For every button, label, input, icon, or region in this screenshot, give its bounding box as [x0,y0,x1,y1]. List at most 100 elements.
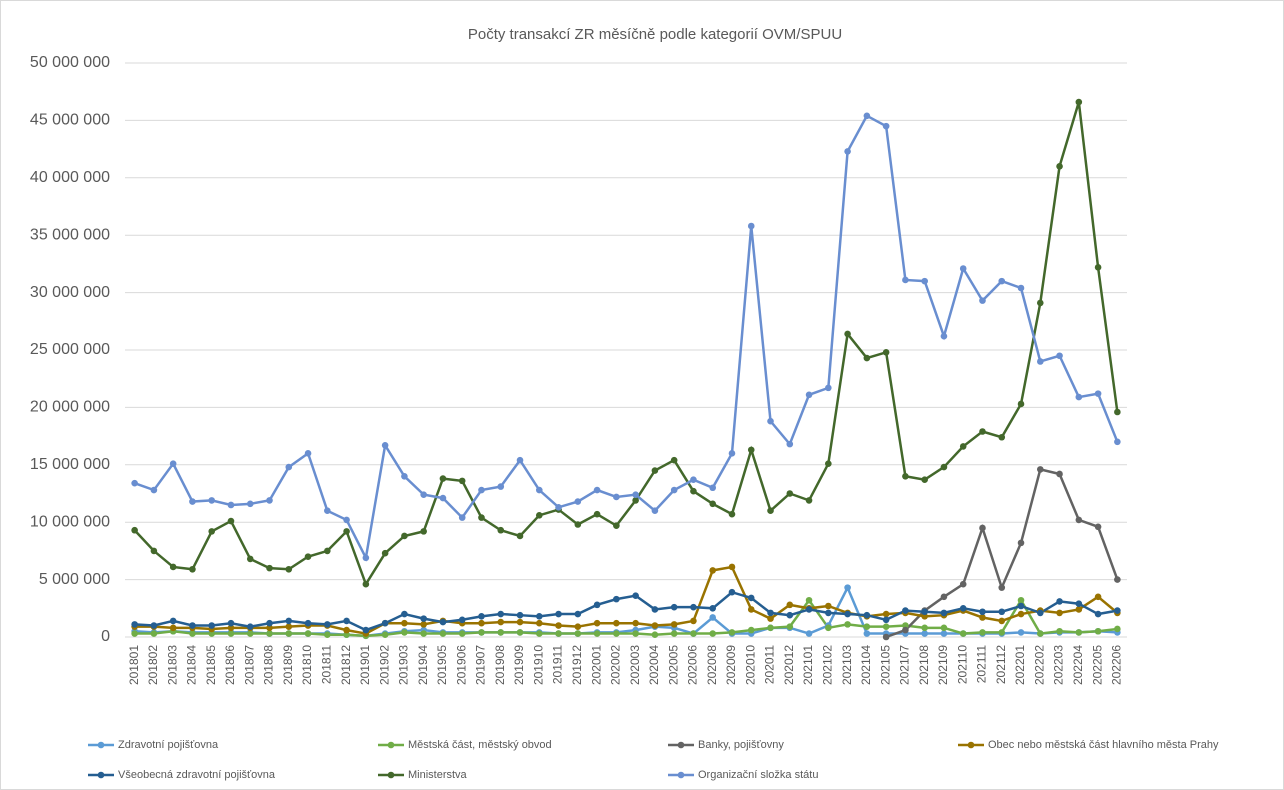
x-tick-label: 201902 [377,645,391,685]
data-point [208,528,216,535]
data-point [940,463,948,471]
data-point [516,629,524,636]
data-point [728,588,736,596]
y-tick-label: 20 000 000 [30,399,110,416]
data-point [497,629,505,636]
data-point [998,277,1006,285]
data-point [613,630,620,637]
data-point [670,603,678,611]
data-point [574,623,582,630]
legend-label: Banky, pojišťovny [698,739,784,751]
data-point [882,616,890,624]
data-point [670,621,678,628]
data-point [1036,466,1044,473]
data-point [535,512,543,519]
data-point [304,450,312,457]
x-tick-label: 201805 [204,645,218,685]
data-point [227,619,235,627]
data-point [516,532,524,540]
data-point [266,624,273,632]
data-point [458,477,466,485]
data-point [902,472,909,480]
y-tick-label: 0 [101,628,110,645]
data-point [959,580,967,588]
data-point [1114,607,1121,614]
x-tick-label: 201908 [493,645,507,685]
x-tick-label: 201910 [531,645,545,685]
data-point [1017,539,1025,547]
data-point [998,584,1006,591]
data-point [555,622,562,629]
data-point [574,610,582,618]
x-tick-label: 201812 [339,645,353,685]
x-tick-label: 202111 [975,645,989,684]
chart-title: Počty transakcí ZR měsíčně podle kategor… [468,26,842,43]
data-point [535,630,543,637]
data-point [246,623,254,630]
data-point [1017,596,1025,604]
data-point [690,487,697,495]
x-tick-label: 202105 [878,645,892,685]
data-point [285,565,293,573]
data-point [227,624,235,632]
data-point [979,608,986,616]
data-point [285,630,293,637]
data-point [439,475,447,482]
y-tick-label: 35 000 000 [30,226,110,243]
x-tick-label: 202107 [898,645,912,685]
data-point [343,626,350,634]
data-point [882,623,890,630]
series-line [133,101,1119,588]
data-point [747,594,755,602]
data-point [863,112,871,120]
data-point [1017,284,1025,292]
data-point [940,630,948,637]
data-point [921,476,928,484]
x-tick-label: 202008 [705,645,719,685]
data-point [381,631,389,639]
data-point [747,606,755,613]
data-point [169,460,177,467]
data-point [593,601,601,609]
x-tick-label: 202112 [994,645,1008,684]
data-point [805,497,813,504]
data-point [131,621,138,628]
data-point [728,629,736,636]
data-point [401,619,408,627]
y-tick-label: 10 000 000 [30,513,110,530]
data-point [651,467,659,474]
data-point [921,608,928,616]
data-point [786,611,794,619]
x-tick-label: 202203 [1052,645,1066,685]
data-point [497,483,505,490]
legend-marker [387,771,395,779]
legend-label: Ministerstva [408,769,468,781]
data-point [940,609,948,617]
data-point [940,624,948,632]
data-point [863,611,871,619]
data-point [458,514,466,521]
data-point [940,593,948,601]
data-point [1056,163,1063,170]
y-tick-label: 25 000 000 [30,341,110,358]
x-tick-label: 201901 [358,645,372,685]
data-point [767,507,774,515]
data-point [169,563,177,571]
y-tick-label: 30 000 000 [30,284,110,301]
data-point [728,450,736,457]
data-point [535,613,543,620]
x-tick-label: 201808 [262,645,276,685]
x-tick-label: 202109 [936,645,950,685]
data-point [401,532,408,540]
data-point [362,580,370,588]
data-point [593,619,601,627]
x-tick-label: 202206 [1110,645,1124,685]
data-point [786,601,794,609]
legend-label: Zdravotní pojišťovna [118,739,219,751]
x-tick-label: 201905 [435,645,449,685]
data-point [1114,576,1121,583]
data-point [516,611,524,619]
data-point [458,616,466,624]
data-point [670,486,678,494]
y-tick-label: 45 000 000 [30,112,110,129]
